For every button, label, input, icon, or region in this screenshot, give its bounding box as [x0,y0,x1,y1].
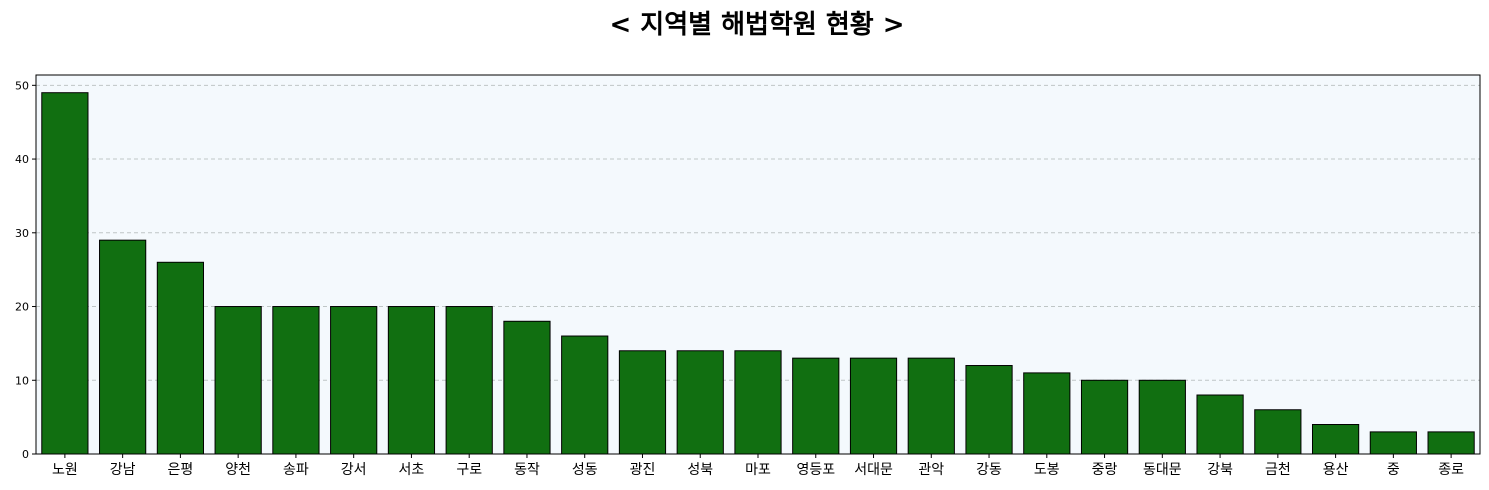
y-tick-label: 0 [22,448,29,461]
bar [1369,431,1417,455]
x-tick-label: 중 [1387,462,1400,478]
y-tick-label: 40 [15,153,29,166]
x-tick-label: 송파 [283,462,309,478]
bar [1080,379,1129,455]
bars [41,92,1475,455]
y-tick-label: 10 [15,374,29,387]
x-tick-label: 강동 [976,462,1002,478]
x-tick-label: 서초 [399,462,425,478]
x-tick-label: 용산 [1323,462,1349,478]
bar [1138,379,1186,455]
x-tick-label: 강북 [1207,462,1233,478]
y-tick-label: 30 [15,227,29,240]
bar [41,92,89,455]
x-tick-label: 동작 [514,462,540,478]
bar [387,306,436,455]
bar [1196,394,1244,455]
x-tick-label: 마포 [745,462,771,478]
bar [849,357,898,455]
x-tick-label: 강서 [341,462,367,478]
x-tick-label: 중랑 [1092,462,1118,478]
x-tick-label: 성북 [687,462,713,478]
bar [1311,424,1360,455]
x-tick-label: 성동 [572,462,598,478]
bar [503,320,551,455]
x-tick-label: 양천 [225,462,251,478]
bar [99,239,147,455]
x-tick-label: 구로 [456,462,482,478]
x-tick-label: 영등포 [796,462,835,478]
x-tick-label: 종로 [1438,462,1464,478]
bar [156,261,205,455]
bar [907,357,955,455]
y-tick-label: 50 [15,79,29,92]
bar [618,350,667,455]
bar [272,306,320,455]
x-tick-label: 금천 [1265,462,1291,478]
x-tick-label: 도봉 [1034,462,1060,478]
bar [561,335,609,455]
bar [792,357,840,455]
x-tick-label: 관악 [918,462,944,478]
bar [330,306,378,455]
bar [1023,372,1071,455]
x-tick-label: 광진 [630,462,656,478]
y-tick-label: 20 [15,301,29,314]
x-tick-label: 강남 [110,462,136,478]
chart-title: < 지역별 해법학원 현황 > [609,10,905,40]
x-tick-label: 동대문 [1143,462,1182,478]
bar [734,350,782,455]
bar [676,350,724,455]
bar [1254,409,1302,455]
x-axis: 노원 강남 은평 양천 송파 강서 서초 구로 동작 성동 광진 성북 마포 영등포 서대문 관악 강동 도봉 중랑… [52,454,1464,478]
bar [965,365,1013,455]
x-tick-label: 은평 [168,462,194,478]
bar [214,306,262,455]
bar [445,306,493,455]
x-tick-label: 서대문 [854,462,893,478]
bar [1427,431,1475,455]
x-tick-label: 노원 [52,462,78,478]
y-axis: 0 10 20 30 40 50 [15,79,36,461]
